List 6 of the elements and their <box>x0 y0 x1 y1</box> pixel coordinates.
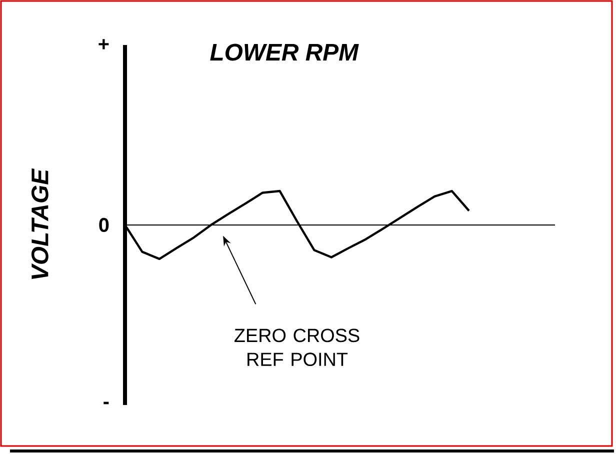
text: - <box>104 402 109 404</box>
chart-title: LOWER RPM <box>210 44 359 61</box>
y-axis-title: VOLTAGE <box>31 168 48 279</box>
text: + <box>98 39 109 50</box>
text: 0 <box>99 218 109 232</box>
text: ZERO CROSS REF POINT <box>234 328 360 366</box>
